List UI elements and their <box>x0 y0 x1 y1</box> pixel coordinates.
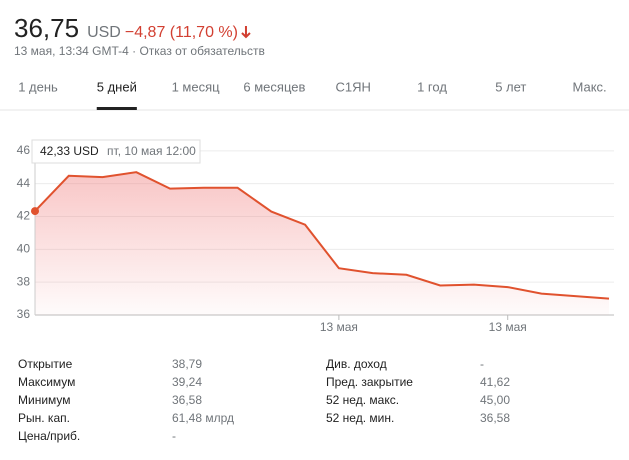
y-tick-label: 42 <box>17 209 31 223</box>
stat-label: Цена/приб. <box>18 429 80 443</box>
y-tick-label: 40 <box>17 242 31 256</box>
stat-value: 39,24 <box>172 375 202 389</box>
stat-value: 45,00 <box>480 393 510 407</box>
change: −4,87 (11,70 %) <box>125 24 238 41</box>
stat-label: Пред. закрытие <box>326 375 413 389</box>
stat-label: Рын. кап. <box>18 411 70 425</box>
active-tab-underline <box>96 107 137 110</box>
stat-value: 36,58 <box>172 393 202 407</box>
stat-value: - <box>172 429 176 443</box>
tooltip-time: пт, 10 мая 12:00 <box>107 144 196 158</box>
stat-label: 52 нед. макс. <box>326 393 399 407</box>
stat-value: 36,58 <box>480 411 510 425</box>
stat-value: 61,48 млрд <box>172 411 234 425</box>
y-tick-label: 46 <box>17 143 31 157</box>
x-tick-label: 13 мая <box>320 320 358 334</box>
stat-value: 38,79 <box>172 357 202 371</box>
tab[interactable]: 1 месяц <box>172 79 221 94</box>
y-tick-label: 38 <box>17 274 31 288</box>
stat-label: Открытие <box>18 357 73 371</box>
currency: USD <box>87 24 121 41</box>
area <box>35 172 609 315</box>
stat-value: 41,62 <box>480 375 510 389</box>
stat-value: - <box>480 357 484 371</box>
stat-label: Минимум <box>18 393 71 407</box>
stat-label: Див. доход <box>326 357 387 371</box>
tab[interactable]: 5 дней <box>97 79 137 94</box>
y-tick-label: 44 <box>17 176 31 190</box>
tab[interactable]: 1 день <box>18 79 58 94</box>
highlight-point <box>31 207 39 216</box>
tooltip-box <box>31 139 201 164</box>
tab[interactable]: Макс. <box>573 79 607 94</box>
x-tick-label: 13 мая <box>489 320 527 334</box>
down-arrow <box>241 26 251 39</box>
tab[interactable]: 1 год <box>417 79 447 94</box>
tab[interactable]: С1ЯН <box>335 79 370 94</box>
y-tick-label: 36 <box>17 307 31 321</box>
price: 36,75 <box>14 13 79 43</box>
price-line <box>34 171 610 300</box>
tooltip-price: 42,33 USD <box>40 144 99 158</box>
stat-label: 52 нед. мин. <box>326 411 394 425</box>
subtitle: 13 мая, 13:34 GMT-4 · Отказ от обязатель… <box>14 44 265 58</box>
tab[interactable]: 6 месяцев <box>243 79 305 94</box>
stat-label: Максимум <box>18 375 75 389</box>
tab[interactable]: 5 лет <box>495 79 526 94</box>
